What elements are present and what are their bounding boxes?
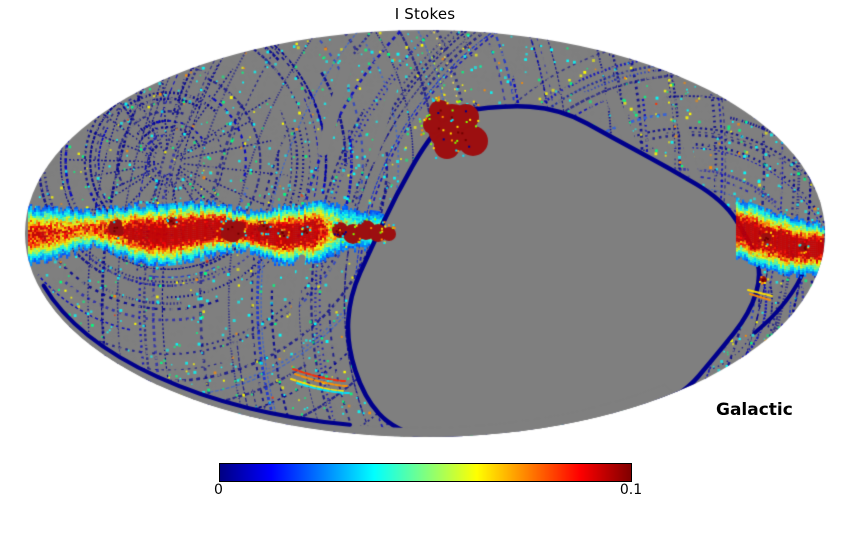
coordinate-system-label: Galactic (716, 400, 793, 420)
colorbar-gradient (220, 464, 631, 481)
colorbar-max-label: 0.1 (619, 482, 643, 498)
plot-title: I Stokes (394, 5, 456, 23)
colorbar (219, 463, 632, 482)
colorbar-min-label: 0 (214, 482, 223, 498)
